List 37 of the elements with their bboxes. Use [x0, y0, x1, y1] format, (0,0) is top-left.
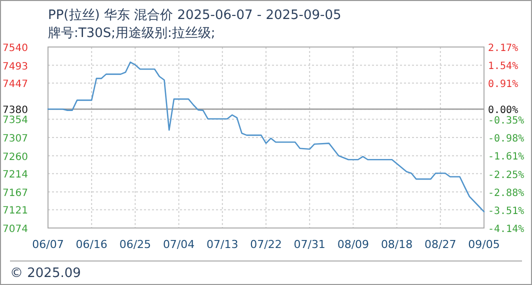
chart-title: PP(拉丝) 华东 混合价 2025-06-07 - 2025-09-05: [48, 8, 342, 23]
y2-tick-label: 1.54%: [488, 61, 518, 72]
y-tick-label: 7380: [2, 105, 28, 116]
y-tick-label: 7214: [2, 170, 28, 181]
x-tick-label: 08/09: [337, 238, 370, 251]
y2-tick-label: -0.98%: [488, 133, 524, 144]
x-tick-label: 06/16: [76, 238, 108, 251]
y-tick-label: 7493: [2, 61, 28, 72]
y-tick-label: 7167: [2, 188, 28, 199]
x-tick-label: 07/22: [250, 238, 282, 251]
text: © 2025.09: [10, 266, 81, 281]
y-tick-label: 7540: [2, 43, 28, 54]
x-tick-label: 09/05: [468, 238, 500, 251]
x-tick-label: 06/25: [119, 238, 152, 251]
y2-tick-label: -3.51%: [488, 206, 524, 217]
y-tick-label: 7354: [2, 115, 28, 126]
y2-tick-label: 2.17%: [488, 43, 518, 54]
y-tick-label: 7307: [2, 134, 28, 144]
y2-tick-label: 0.00%: [488, 105, 518, 116]
x-tick-label: 08/27: [424, 238, 456, 251]
x-tick-label: 06/07: [32, 238, 64, 251]
x-tick-label: 07/04: [162, 238, 195, 251]
y-tick-label: 7074: [2, 224, 28, 235]
y2-tick-label: -0.35%: [488, 115, 524, 126]
y2-tick-label: 0.91%: [488, 79, 518, 90]
y2-tick-label: -1.61%: [488, 151, 524, 162]
y-tick-label: 7260: [2, 152, 28, 163]
y2-tick-label: -4.14%: [488, 224, 524, 235]
x-tick-label: 07/13: [206, 238, 238, 251]
y2-tick-label: -2.88%: [488, 188, 524, 199]
x-tick-label: 08/18: [380, 238, 413, 251]
line-series: [47, 62, 485, 212]
x-tick-label: 07/31: [294, 238, 326, 251]
chart-subtitle: 牌号:T30S;用途级别:拉丝级;: [48, 26, 216, 41]
y-tick-label: 7447: [2, 79, 28, 90]
y2-tick-label: -2.25%: [488, 170, 524, 181]
y-tick-label: 7121: [2, 206, 28, 217]
